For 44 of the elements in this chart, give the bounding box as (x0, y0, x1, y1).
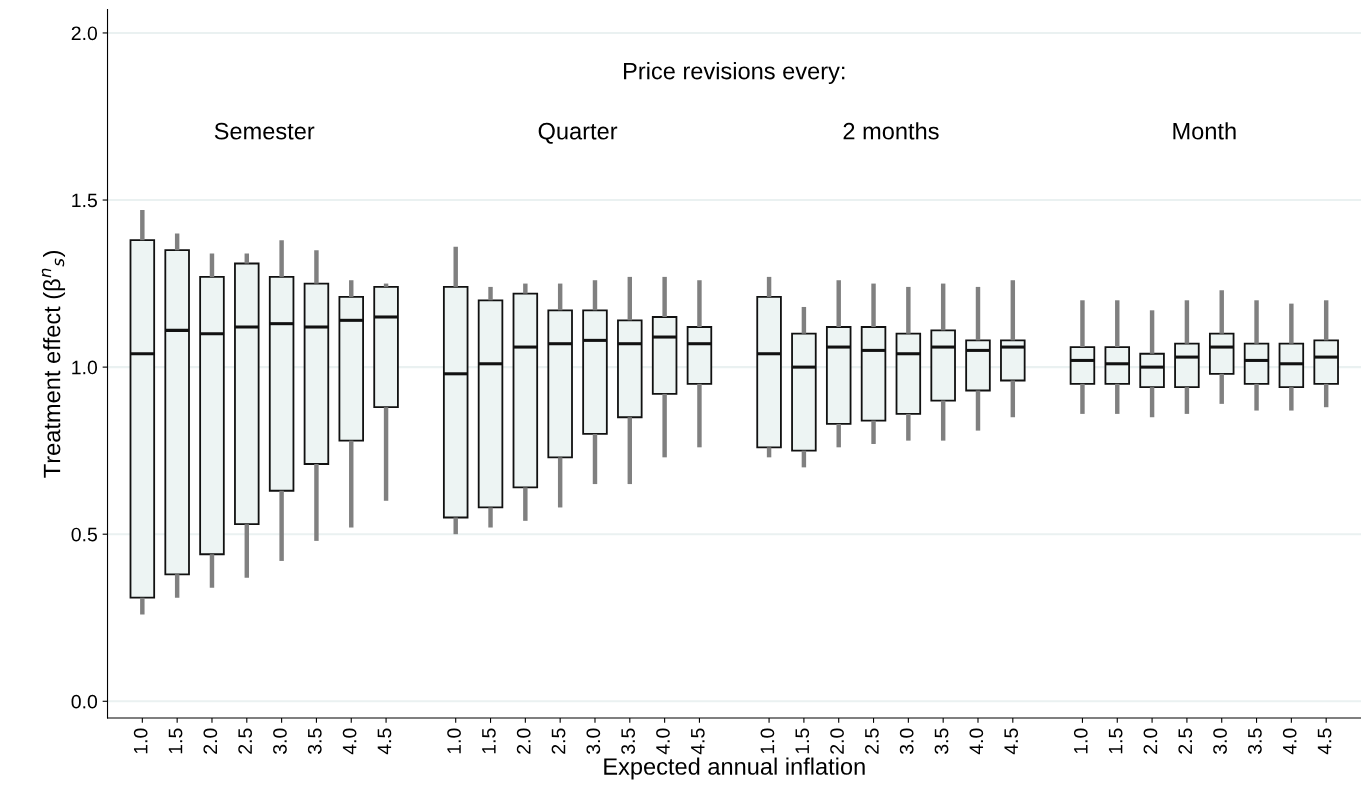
x-tick-label: 4.0 (969, 728, 984, 755)
x-tick-label: 2.0 (516, 728, 531, 754)
x-tick-label: 2.5 (1178, 728, 1193, 754)
x-tick-label: 1.5 (168, 728, 183, 754)
annotation: Semester (214, 122, 315, 140)
y-tick-label: 1.0 (72, 360, 98, 375)
x-tick-label: 1.5 (1108, 728, 1123, 754)
x-tick-label: 1.0 (447, 728, 461, 754)
x-tick-label: 1.5 (482, 728, 496, 754)
y-tick-label: 2.0 (71, 26, 98, 41)
x-tick-label: 3.0 (899, 728, 914, 754)
annotation: 2 months (843, 122, 939, 140)
x-tick-label: 1.0 (133, 728, 148, 754)
x-tick-label: 2.5 (551, 728, 566, 754)
x-tick-label: 2.5 (238, 728, 253, 754)
x-tick-label: 4.5 (1004, 728, 1019, 755)
x-tick-label: 2.0 (1143, 728, 1158, 754)
x-tick-label: 1.5 (795, 728, 810, 754)
x-tick-label: 4.5 (1317, 728, 1332, 755)
x-tick-label: 4.5 (377, 728, 392, 755)
y-axis-title: Treatment effect (β$^{n}$$_{s}$) (41, 251, 66, 478)
x-tick-label: 3.0 (1213, 728, 1227, 754)
x-tick-label: 3.5 (1247, 728, 1262, 754)
x-tick-label: 4.5 (691, 728, 705, 755)
x-tick-label: 2.5 (864, 728, 879, 754)
x-tick-label: 2.0 (203, 728, 218, 754)
x-tick-label: 2.0 (830, 728, 844, 754)
y-tick-label: 1.5 (72, 193, 97, 208)
x-tick-label: 4.0 (342, 728, 357, 755)
y-tick-label: 0.0 (71, 694, 98, 709)
x-axis-title: Expected annual inflation (604, 757, 865, 780)
x-tick-label: 3.5 (621, 728, 636, 754)
x-tick-label: 1.0 (760, 728, 775, 754)
x-tick-label: 4.0 (656, 728, 670, 755)
y-tick-label: 0.5 (71, 527, 97, 542)
x-tick-label: 3.5 (307, 728, 322, 754)
annotation: Quarter (538, 122, 618, 144)
x-tick-label: 1.0 (1073, 728, 1088, 754)
x-tick-label: 3.0 (273, 728, 287, 754)
x-tick-label: 3.5 (934, 728, 949, 754)
annotation: Month (1173, 122, 1236, 140)
x-tick-label: 3.0 (586, 728, 601, 754)
x-tick-label: 4.0 (1282, 728, 1297, 755)
annotation: Price revisions every: (624, 62, 845, 85)
